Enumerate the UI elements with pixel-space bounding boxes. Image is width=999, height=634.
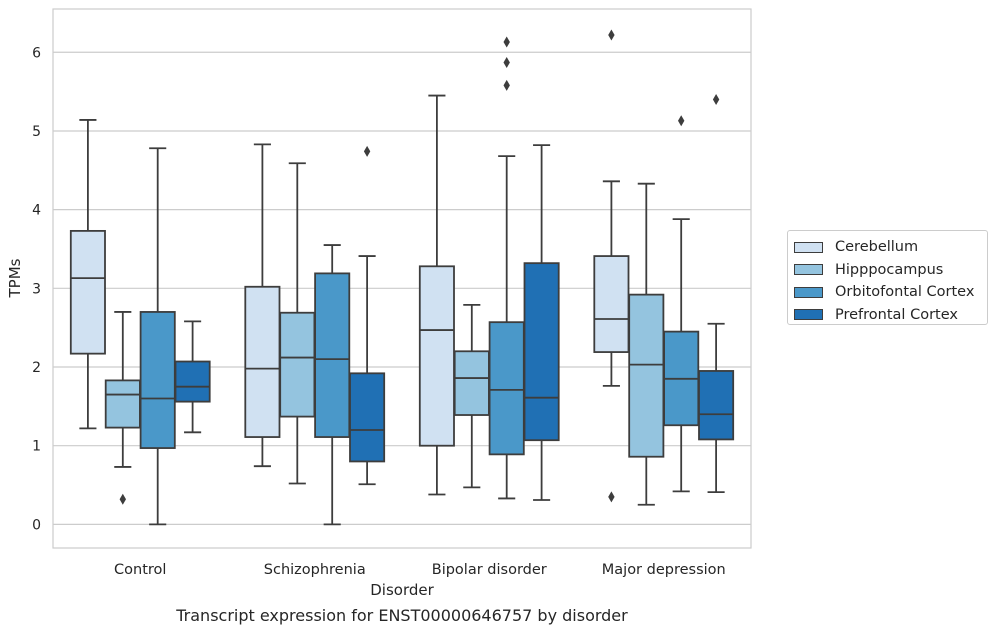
legend-item: Orbitofontal Cortex bbox=[794, 281, 987, 304]
x-axis-ticks: Control Schizophrenia Bipolar disorder Majo… bbox=[114, 562, 726, 578]
y-tick-label: 6 bbox=[32, 45, 41, 61]
legend-item: Cerebellum bbox=[794, 236, 987, 259]
y-tick-label: 1 bbox=[32, 439, 41, 455]
y-axis-ticks: 0 1 2 3 4 5 6 bbox=[32, 45, 41, 533]
box-iqr bbox=[628, 293, 665, 458]
legend-item: Hipppocampus bbox=[794, 259, 987, 282]
x-tick-label: Schizophrenia bbox=[264, 562, 366, 578]
legend-swatch bbox=[794, 309, 823, 321]
box bbox=[593, 29, 630, 503]
box bbox=[418, 94, 455, 496]
box-iqr bbox=[139, 311, 176, 449]
box-iqr bbox=[244, 285, 281, 438]
series-prefrontal-cortex bbox=[174, 93, 735, 501]
outlier-point bbox=[503, 57, 510, 69]
box bbox=[349, 145, 386, 486]
y-tick-label: 5 bbox=[32, 124, 41, 140]
box-iqr bbox=[349, 372, 386, 463]
legend-item: Prefrontal Cortex bbox=[794, 304, 987, 327]
outlier-point bbox=[712, 93, 720, 105]
y-axis-label: TPMs bbox=[6, 258, 24, 298]
y-tick-label: 2 bbox=[32, 360, 41, 376]
y-tick-label: 0 bbox=[32, 517, 41, 533]
box-iqr bbox=[418, 265, 455, 447]
box bbox=[279, 162, 316, 485]
legend-swatch bbox=[794, 241, 823, 253]
box bbox=[523, 144, 560, 501]
legend-label: Prefrontal Cortex bbox=[835, 306, 958, 323]
outlier-point bbox=[119, 493, 126, 505]
box bbox=[628, 182, 665, 506]
y-tick-label: 3 bbox=[32, 281, 41, 297]
box-iqr bbox=[698, 370, 735, 441]
box-iqr bbox=[314, 272, 351, 438]
box-iqr bbox=[104, 379, 141, 429]
outlier-point bbox=[503, 36, 510, 48]
outlier-point bbox=[608, 491, 615, 503]
outlier-point bbox=[608, 29, 615, 41]
box bbox=[244, 143, 281, 468]
legend-swatch bbox=[794, 286, 823, 298]
outlier-point bbox=[678, 115, 685, 127]
legend-swatch bbox=[794, 264, 823, 276]
box bbox=[453, 303, 490, 489]
box-iqr bbox=[453, 350, 490, 416]
box bbox=[174, 320, 211, 434]
x-axis-label: Disorder bbox=[370, 581, 434, 599]
legend-label: Hipppocampus bbox=[835, 261, 944, 278]
x-tick-label: Control bbox=[114, 562, 166, 578]
box bbox=[139, 147, 176, 526]
outlier-point bbox=[503, 79, 510, 91]
box-iqr bbox=[488, 321, 525, 456]
series-hipppocampus bbox=[104, 162, 665, 506]
legend-label: Orbitofontal Cortex bbox=[835, 284, 975, 301]
box-iqr bbox=[69, 229, 106, 355]
series-cerebellum bbox=[69, 29, 630, 503]
box bbox=[104, 311, 141, 505]
box-iqr bbox=[279, 311, 316, 418]
outlier-point bbox=[363, 145, 371, 157]
box-series bbox=[69, 29, 735, 526]
x-tick-label: Bipolar disorder bbox=[432, 562, 547, 578]
x-tick-label: Major depression bbox=[602, 562, 726, 578]
box-iqr bbox=[174, 360, 211, 403]
box-iqr bbox=[523, 262, 560, 442]
box bbox=[698, 93, 735, 494]
legend-label: Cerebellum bbox=[835, 239, 919, 256]
plot-frame bbox=[52, 8, 752, 549]
y-tick-label: 4 bbox=[32, 203, 41, 219]
series-orbitofontal-cortex bbox=[139, 36, 700, 526]
box bbox=[488, 36, 525, 500]
box-iqr bbox=[593, 255, 630, 353]
box bbox=[314, 244, 351, 526]
legend: Cerebellum Hipppocampus Orbitofontal Corte… bbox=[787, 230, 988, 325]
box bbox=[663, 115, 700, 493]
chart-caption: Transcript expression for ENST0000064675… bbox=[176, 606, 628, 625]
box bbox=[69, 119, 106, 430]
